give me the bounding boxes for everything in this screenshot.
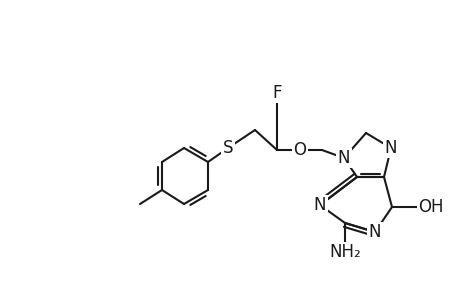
Text: S: S (222, 139, 233, 157)
Text: N: N (384, 139, 397, 157)
Text: O: O (293, 141, 306, 159)
Text: OH: OH (417, 198, 442, 216)
Text: N: N (337, 149, 349, 167)
Text: NH₂: NH₂ (328, 243, 360, 261)
Text: N: N (368, 223, 381, 241)
Text: F: F (272, 84, 281, 102)
Text: N: N (313, 196, 325, 214)
